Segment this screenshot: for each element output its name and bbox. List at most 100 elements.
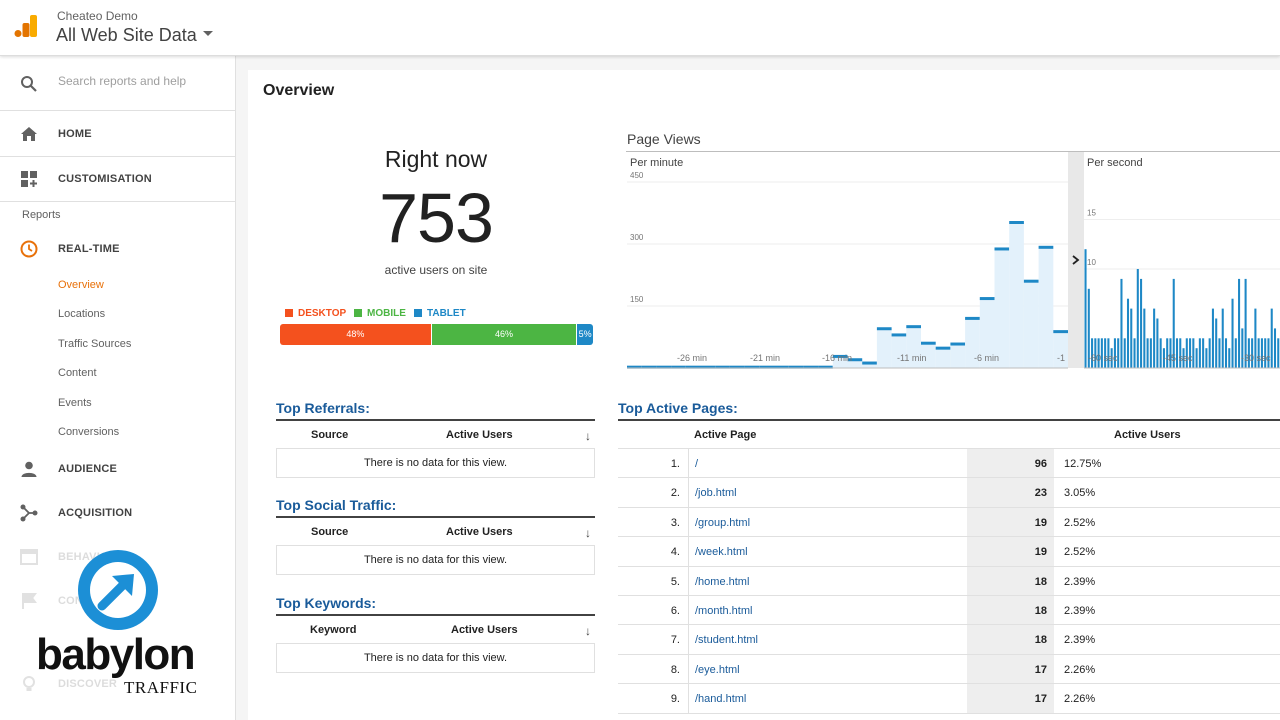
view-selector-label: All Web Site Data — [56, 25, 197, 45]
main-content — [236, 56, 1280, 720]
sort-arrow-icon[interactable]: ↓ — [585, 624, 591, 638]
overview-card — [248, 70, 1280, 720]
babylon-logo-icon — [78, 550, 158, 630]
nav-discover-label: DISCOVER — [58, 678, 118, 690]
col-active-users[interactable]: Active Users — [451, 624, 518, 636]
top-bar: Cheateo Demo All Web Site Data — [0, 0, 1280, 56]
col-source[interactable]: Source — [311, 429, 349, 441]
acquisition-icon — [20, 504, 38, 522]
nav-audience[interactable]: AUDIENCE — [0, 447, 235, 491]
legend-mobile: MOBILE — [354, 308, 406, 319]
active-users-count: 23 — [1034, 487, 1047, 500]
view-selector[interactable]: All Web Site Data — [56, 25, 213, 46]
row-divider — [688, 537, 689, 566]
realtime-conversions[interactable]: Conversions — [58, 426, 120, 438]
col-active-users[interactable]: Active Users — [1114, 429, 1181, 441]
search-input[interactable] — [58, 74, 218, 88]
nav-discover[interactable]: DISCOVER — [0, 662, 235, 706]
top-active-pages-table: Active Page Active Users 1. / 96 12.75% 2. /j… — [618, 419, 1280, 714]
legend-desktop-label: DESKTOP — [298, 308, 347, 319]
brand-name: babylon — [36, 630, 196, 679]
nav-customisation[interactable]: CUSTOMISATION — [0, 157, 235, 201]
count-cell — [967, 449, 1054, 478]
legend-swatch — [285, 309, 293, 317]
top-referrals-title: Top Referrals: — [276, 400, 370, 416]
count-cell — [967, 537, 1054, 566]
row-divider — [688, 566, 689, 595]
top-social-title: Top Social Traffic: — [276, 497, 397, 513]
table-row: 6. /month.html 18 2.39% — [618, 595, 1280, 626]
top-keywords-title: Top Keywords: — [276, 595, 377, 611]
account-name: Cheateo Demo — [57, 9, 138, 23]
caret-down-icon — [202, 30, 213, 36]
arrow-up-right-icon — [97, 574, 134, 611]
row-divider — [688, 595, 689, 625]
count-cell — [967, 684, 1054, 713]
page-path-link[interactable]: /student.html — [695, 634, 758, 647]
row-divider — [688, 654, 689, 684]
row-divider — [688, 478, 689, 507]
analytics-logo-icon[interactable] — [14, 14, 38, 38]
active-users-percent: 2.39% — [1064, 575, 1096, 588]
active-users-count: 19 — [1034, 546, 1047, 559]
active-users-count: 96 — [1034, 458, 1047, 470]
col-source[interactable]: Source — [311, 526, 349, 538]
legend-tablet: TABLET — [414, 308, 466, 319]
nav-audience-label: AUDIENCE — [58, 463, 118, 475]
page-path-link[interactable]: /group.html — [695, 516, 751, 529]
col-keyword[interactable]: Keyword — [310, 624, 357, 636]
sort-arrow-icon[interactable]: ↓ — [585, 526, 591, 540]
page-path-link[interactable]: /month.html — [695, 604, 753, 617]
realtime-events[interactable]: Events — [58, 397, 92, 409]
active-users-count: 17 — [1034, 693, 1047, 706]
count-cell — [967, 507, 1054, 537]
count-cell — [967, 595, 1054, 625]
page-path-link[interactable]: /home.html — [695, 575, 750, 588]
dashboard-add-icon — [21, 171, 37, 187]
nav-home[interactable]: HOME — [0, 112, 235, 156]
nav-acquisition[interactable]: ACQUISITION — [0, 491, 235, 535]
active-users-percent: 2.39% — [1064, 604, 1096, 617]
page-path-link[interactable]: / — [695, 458, 699, 470]
table-header: Active Page Active Users — [618, 421, 1280, 449]
row-index: 9. — [670, 693, 680, 706]
legend-mobile-label: MOBILE — [367, 308, 406, 319]
top-social-table: Source Active Users ↓ There is no data f… — [276, 516, 595, 575]
realtime-locations[interactable]: Locations — [58, 308, 106, 320]
count-cell — [967, 625, 1054, 654]
lightbulb-icon — [23, 676, 35, 691]
col-active-users[interactable]: Active Users — [446, 429, 513, 441]
active-users-percent: 2.26% — [1064, 663, 1096, 676]
sort-arrow-icon[interactable]: ↓ — [585, 429, 591, 443]
row-divider — [688, 625, 689, 654]
page-path-link[interactable]: /hand.html — [695, 693, 747, 706]
empty-message: There is no data for this view. — [276, 449, 595, 478]
realtime-traffic-sources[interactable]: Traffic Sources — [58, 338, 132, 350]
nav-realtime[interactable]: REAL-TIME — [0, 227, 235, 271]
page-path-link[interactable]: /job.html — [695, 487, 737, 500]
table-row: 4. /week.html 19 2.52% — [618, 537, 1280, 567]
desktop-share-segment: 48% — [280, 324, 432, 345]
nav-home-label: HOME — [58, 128, 92, 140]
active-users-count: 17 — [1034, 663, 1047, 676]
realtime-overview[interactable]: Overview — [58, 279, 104, 291]
realtime-content[interactable]: Content — [58, 367, 97, 379]
count-cell — [967, 654, 1054, 684]
table-row: 3. /group.html 19 2.52% — [618, 507, 1280, 538]
nav-acquisition-label: ACQUISITION — [58, 507, 133, 519]
active-users-count: 753 — [379, 179, 494, 257]
pages-table-body: 1. / 96 12.75% 2. /job.html 23 3.05% 3. /group.ht… — [618, 449, 1280, 714]
col-active-users[interactable]: Active Users — [446, 526, 513, 538]
divider — [0, 201, 235, 202]
active-users-count: 19 — [1034, 516, 1047, 529]
top-active-pages-title: Top Active Pages: — [618, 400, 738, 416]
device-share-bar: 48% 46% 5% — [280, 324, 593, 345]
page-path-link[interactable]: /week.html — [695, 546, 748, 559]
col-active-page[interactable]: Active Page — [694, 429, 757, 441]
legend-swatch — [354, 309, 362, 317]
mobile-share-segment: 46% — [431, 324, 578, 345]
row-divider — [688, 507, 689, 537]
reports-section-label: Reports — [22, 209, 61, 221]
tablet-share-segment: 5% — [577, 324, 593, 345]
page-path-link[interactable]: /eye.html — [695, 663, 740, 676]
